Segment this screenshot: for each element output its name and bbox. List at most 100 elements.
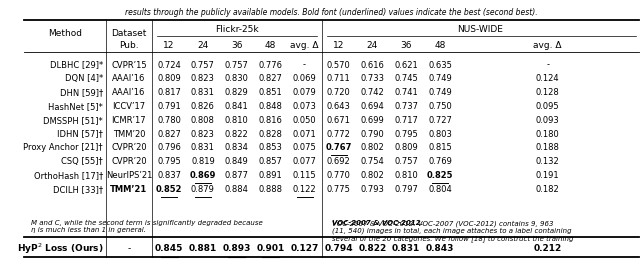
Text: 0.093: 0.093 bbox=[536, 116, 559, 125]
Text: 0.826: 0.826 bbox=[191, 102, 215, 111]
Text: Method: Method bbox=[48, 29, 82, 38]
Text: 0.796: 0.796 bbox=[157, 143, 181, 152]
Text: 0.757: 0.757 bbox=[191, 61, 215, 69]
Text: VOC-2007 & VOC-2012. VOC-2007 (VOC-2012) contains 9, 963
(11, 540) images in tot: VOC-2007 & VOC-2012. VOC-2007 (VOC-2012)… bbox=[0, 267, 1, 268]
Text: 0.893: 0.893 bbox=[223, 244, 251, 253]
Text: 0.077: 0.077 bbox=[292, 157, 316, 166]
Text: 0.749: 0.749 bbox=[428, 74, 452, 83]
Text: 48: 48 bbox=[435, 41, 445, 50]
Text: 0.071: 0.071 bbox=[292, 129, 316, 139]
Text: VOC-2007 & VOC-2012. VOC-2007 (VOC-2012) contains 9, 963
(11, 540) images in tot: VOC-2007 & VOC-2012. VOC-2007 (VOC-2012)… bbox=[332, 220, 573, 242]
Text: 0.775: 0.775 bbox=[326, 185, 351, 194]
Text: 24: 24 bbox=[367, 41, 378, 50]
Text: 0.831: 0.831 bbox=[392, 244, 420, 253]
Text: 0.857: 0.857 bbox=[259, 157, 282, 166]
Text: 0.794: 0.794 bbox=[324, 244, 353, 253]
Text: 0.841: 0.841 bbox=[225, 102, 248, 111]
Text: 0.757: 0.757 bbox=[225, 61, 248, 69]
Text: Dataset: Dataset bbox=[111, 29, 147, 38]
Text: 0.791: 0.791 bbox=[157, 102, 181, 111]
Text: 0.694: 0.694 bbox=[360, 102, 384, 111]
Text: 0.212: 0.212 bbox=[534, 244, 562, 253]
Text: 0.795: 0.795 bbox=[394, 129, 418, 139]
Text: 0.827: 0.827 bbox=[259, 74, 282, 83]
Text: 0.815: 0.815 bbox=[428, 143, 452, 152]
Text: 0.635: 0.635 bbox=[428, 61, 452, 69]
Text: 0.901: 0.901 bbox=[256, 244, 285, 253]
Text: 0.828: 0.828 bbox=[259, 129, 282, 139]
Text: 0.124: 0.124 bbox=[536, 74, 559, 83]
Text: 0.770: 0.770 bbox=[326, 171, 351, 180]
Text: 0.188: 0.188 bbox=[536, 143, 559, 152]
Text: 0.877: 0.877 bbox=[225, 171, 249, 180]
Text: 0.843: 0.843 bbox=[426, 244, 454, 253]
Text: 0.182: 0.182 bbox=[536, 185, 559, 194]
Text: 0.823: 0.823 bbox=[191, 74, 215, 83]
Text: CSQ [55]†: CSQ [55]† bbox=[61, 157, 103, 166]
Text: ICCV’17: ICCV’17 bbox=[113, 102, 145, 111]
Text: DLBHC [29]*: DLBHC [29]* bbox=[50, 61, 103, 69]
Text: 0.075: 0.075 bbox=[292, 143, 316, 152]
Text: 0.737: 0.737 bbox=[394, 102, 418, 111]
Text: DQN [4]*: DQN [4]* bbox=[65, 74, 103, 83]
Text: NUS-WIDE: NUS-WIDE bbox=[457, 25, 503, 34]
Text: DCILH [33]†: DCILH [33]† bbox=[53, 185, 103, 194]
Text: VOC-2007 & VOC-2012.: VOC-2007 & VOC-2012. bbox=[0, 267, 1, 268]
Text: 0.823: 0.823 bbox=[191, 129, 215, 139]
Text: 0.797: 0.797 bbox=[394, 185, 418, 194]
Text: 0.711: 0.711 bbox=[327, 74, 351, 83]
Text: 0.810: 0.810 bbox=[225, 116, 248, 125]
Text: 0.776: 0.776 bbox=[259, 61, 282, 69]
Text: IDHN [57]†: IDHN [57]† bbox=[57, 129, 103, 139]
Text: 0.888: 0.888 bbox=[259, 185, 282, 194]
Text: 0.852: 0.852 bbox=[156, 185, 182, 194]
Text: 0.817: 0.817 bbox=[157, 88, 181, 97]
Text: 0.717: 0.717 bbox=[394, 116, 418, 125]
Text: 0.822: 0.822 bbox=[358, 244, 387, 253]
Text: M and C, while the second term is significantly degraded because
η is much less : M and C, while the second term is signif… bbox=[31, 220, 262, 233]
Text: 0.733: 0.733 bbox=[360, 74, 385, 83]
Text: 36: 36 bbox=[231, 41, 243, 50]
Text: Flickr-25k: Flickr-25k bbox=[215, 25, 259, 34]
Text: 0.742: 0.742 bbox=[360, 88, 384, 97]
Text: 0.115: 0.115 bbox=[292, 171, 316, 180]
Text: 0.831: 0.831 bbox=[191, 88, 215, 97]
Text: 0.069: 0.069 bbox=[292, 74, 316, 83]
Text: 0.616: 0.616 bbox=[360, 61, 385, 69]
Text: 0.754: 0.754 bbox=[360, 157, 384, 166]
Text: 0.827: 0.827 bbox=[157, 129, 181, 139]
Text: -: - bbox=[546, 61, 549, 69]
Text: 0.727: 0.727 bbox=[428, 116, 452, 125]
Text: 0.881: 0.881 bbox=[189, 244, 217, 253]
Text: CVPR’20: CVPR’20 bbox=[111, 157, 147, 166]
Text: 36: 36 bbox=[401, 41, 412, 50]
Text: HashNet [5]*: HashNet [5]* bbox=[48, 102, 103, 111]
Text: 0.845: 0.845 bbox=[155, 244, 183, 253]
Text: 0.570: 0.570 bbox=[327, 61, 351, 69]
Text: VOC-2007 & VOC-2012.: VOC-2007 & VOC-2012. bbox=[332, 220, 423, 226]
Text: 0.621: 0.621 bbox=[394, 61, 418, 69]
Text: 0.128: 0.128 bbox=[536, 88, 559, 97]
Text: 0.804: 0.804 bbox=[428, 185, 452, 194]
Text: 0.793: 0.793 bbox=[360, 185, 385, 194]
Text: 0.079: 0.079 bbox=[292, 88, 316, 97]
Text: avg. Δ: avg. Δ bbox=[534, 41, 562, 50]
Text: 0.772: 0.772 bbox=[326, 129, 351, 139]
Text: 48: 48 bbox=[265, 41, 276, 50]
Text: 0.050: 0.050 bbox=[292, 116, 316, 125]
Text: 0.822: 0.822 bbox=[225, 129, 248, 139]
Text: 0.780: 0.780 bbox=[157, 116, 181, 125]
Text: 0.095: 0.095 bbox=[536, 102, 559, 111]
Text: 0.795: 0.795 bbox=[157, 157, 181, 166]
Text: 0.699: 0.699 bbox=[360, 116, 384, 125]
Text: 0.132: 0.132 bbox=[536, 157, 559, 166]
Text: ICMR’17: ICMR’17 bbox=[111, 116, 146, 125]
Text: 0.808: 0.808 bbox=[191, 116, 215, 125]
Text: 0.830: 0.830 bbox=[225, 74, 248, 83]
Text: DMSSPH [51]*: DMSSPH [51]* bbox=[44, 116, 103, 125]
Text: 0.741: 0.741 bbox=[394, 88, 418, 97]
Text: 0.837: 0.837 bbox=[157, 171, 181, 180]
Text: OrthoHash [17]†: OrthoHash [17]† bbox=[34, 171, 103, 180]
Text: 0.724: 0.724 bbox=[157, 61, 181, 69]
Text: 0.816: 0.816 bbox=[259, 116, 282, 125]
